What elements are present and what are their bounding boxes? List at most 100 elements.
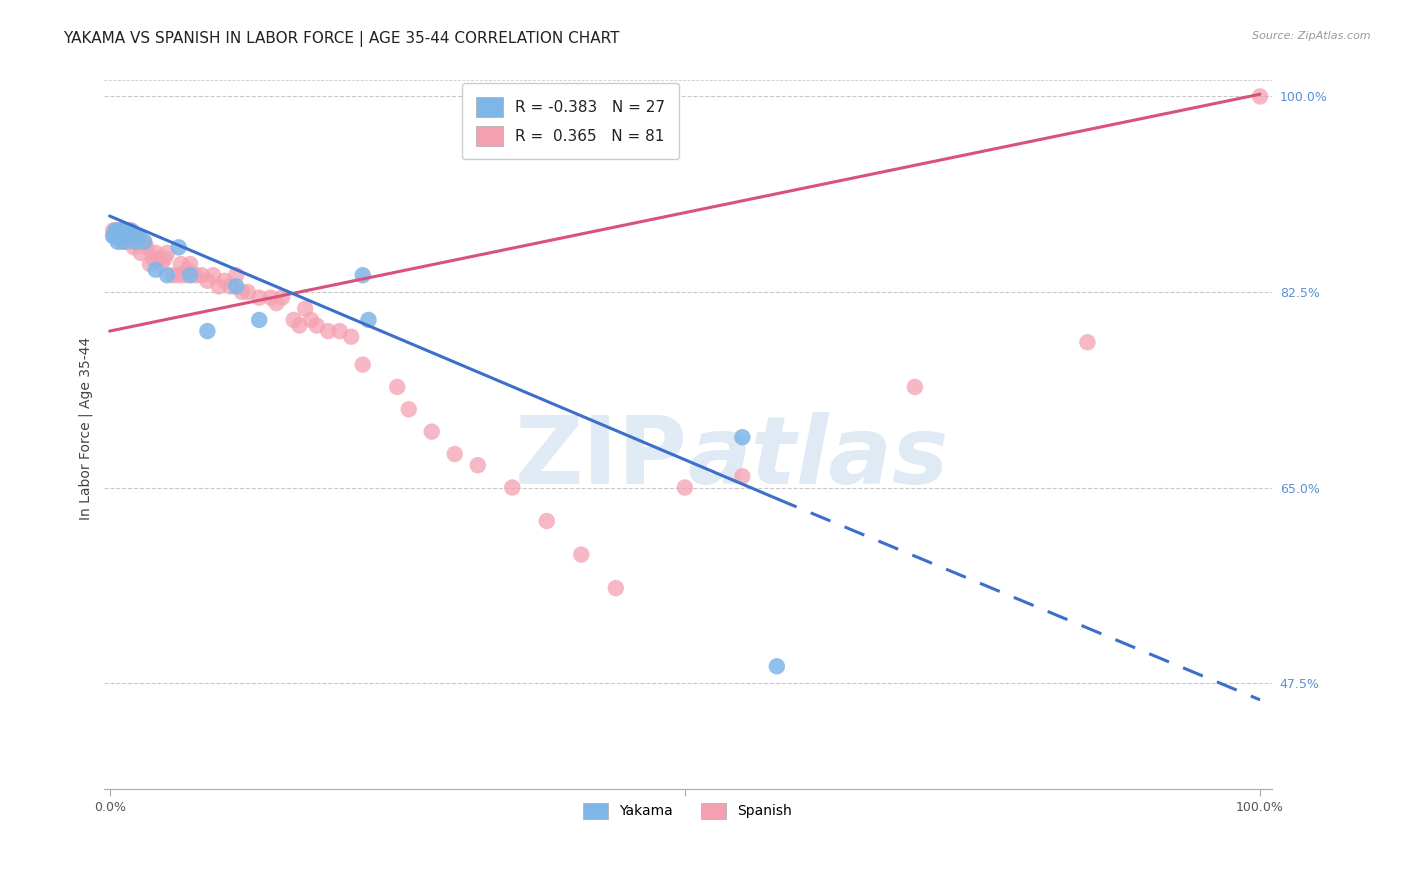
Point	[115, 229, 138, 244]
Point	[208, 279, 231, 293]
Point	[121, 229, 143, 244]
Text: Source: ZipAtlas.com: Source: ZipAtlas.com	[1253, 31, 1371, 41]
Point	[108, 229, 131, 244]
Point	[150, 257, 173, 271]
Point	[179, 268, 201, 283]
Point	[420, 425, 443, 439]
Point	[288, 318, 311, 333]
Point	[117, 223, 139, 237]
Point	[112, 229, 135, 244]
Point	[299, 313, 322, 327]
Point	[108, 223, 131, 237]
Point	[236, 285, 259, 299]
Point	[108, 229, 131, 244]
Point	[153, 252, 176, 266]
Point	[173, 268, 195, 283]
Point	[108, 223, 131, 237]
Text: atlas: atlas	[688, 412, 949, 504]
Point	[105, 223, 128, 237]
Point	[139, 257, 162, 271]
Point	[101, 223, 124, 237]
Point	[170, 257, 193, 271]
Point	[107, 235, 129, 249]
Point	[121, 223, 143, 237]
Point	[142, 252, 165, 266]
Point	[114, 223, 136, 237]
Point	[340, 329, 363, 343]
Point	[605, 581, 627, 595]
Point	[111, 223, 134, 237]
Point	[104, 229, 127, 244]
Point	[225, 268, 247, 283]
Point	[134, 235, 156, 249]
Point	[179, 257, 201, 271]
Point	[352, 358, 374, 372]
Point	[231, 285, 253, 299]
Point	[124, 235, 146, 249]
Point	[177, 262, 200, 277]
Point	[162, 268, 184, 283]
Point	[108, 229, 131, 244]
Legend: Yakama, Spanish: Yakama, Spanish	[576, 796, 799, 825]
Point	[145, 262, 167, 277]
Point	[219, 279, 242, 293]
Point	[167, 240, 190, 254]
Point	[121, 229, 143, 244]
Point	[103, 229, 125, 244]
Point	[467, 458, 489, 473]
Point	[329, 324, 352, 338]
Point	[129, 246, 152, 260]
Point	[197, 274, 219, 288]
Point	[146, 252, 169, 266]
Point	[731, 469, 754, 483]
Point	[101, 229, 124, 244]
Point	[120, 223, 142, 237]
Point	[731, 430, 754, 444]
Point	[111, 229, 134, 244]
Point	[197, 324, 219, 338]
Point	[108, 223, 131, 237]
Point	[118, 235, 141, 249]
Point	[110, 223, 132, 237]
Point	[225, 279, 247, 293]
Point	[536, 514, 558, 528]
Point	[247, 313, 270, 327]
Point	[104, 223, 127, 237]
Point	[156, 268, 179, 283]
Point	[124, 229, 146, 244]
Point	[105, 229, 128, 244]
Point	[247, 291, 270, 305]
Point	[766, 659, 789, 673]
Point	[104, 223, 127, 237]
Point	[904, 380, 927, 394]
Text: ZIP: ZIP	[515, 412, 688, 504]
Point	[127, 229, 149, 244]
Point	[134, 235, 156, 249]
Point	[214, 274, 236, 288]
Point	[125, 235, 148, 249]
Point	[167, 268, 190, 283]
Point	[316, 324, 339, 338]
Point	[202, 268, 225, 283]
Y-axis label: In Labor Force | Age 35-44: In Labor Force | Age 35-44	[79, 337, 93, 520]
Point	[105, 229, 128, 244]
Point	[190, 268, 212, 283]
Point	[673, 481, 696, 495]
Point	[283, 313, 305, 327]
Point	[122, 240, 145, 254]
Point	[271, 291, 294, 305]
Point	[1076, 335, 1098, 350]
Point	[156, 246, 179, 260]
Point	[305, 318, 328, 333]
Point	[387, 380, 409, 394]
Point	[110, 223, 132, 237]
Point	[114, 235, 136, 249]
Point	[114, 223, 136, 237]
Point	[111, 229, 134, 244]
Point	[1249, 89, 1271, 103]
Point	[398, 402, 420, 417]
Point	[145, 246, 167, 260]
Point	[120, 229, 142, 244]
Point	[501, 481, 523, 495]
Point	[135, 240, 157, 254]
